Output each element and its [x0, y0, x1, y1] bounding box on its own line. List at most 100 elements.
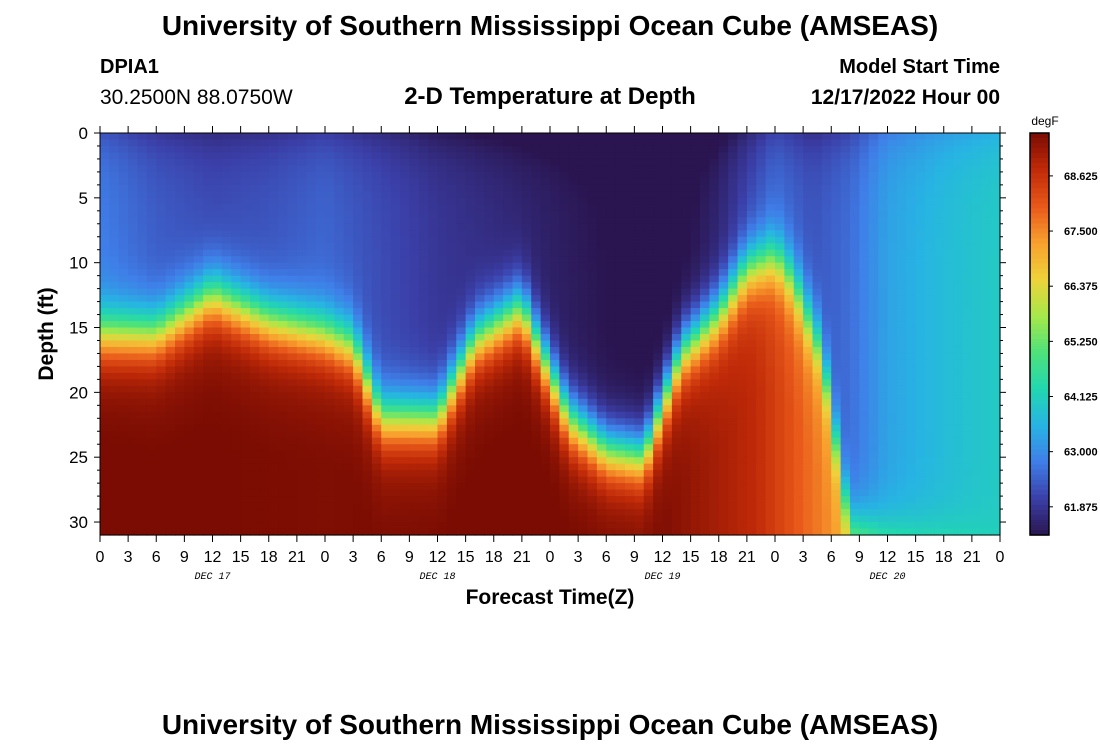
heatmap-cell — [709, 165, 720, 173]
heatmap-cell — [146, 353, 157, 361]
heatmap-cell — [578, 444, 589, 452]
heatmap-cell — [503, 269, 514, 277]
heatmap-cell — [634, 366, 645, 374]
heatmap-cell — [231, 262, 242, 270]
heatmap-cell — [250, 133, 260, 141]
heatmap-cell — [437, 359, 448, 368]
heatmap-cell — [700, 359, 710, 368]
heatmap-cell — [587, 489, 598, 497]
heatmap-cell — [221, 288, 232, 296]
heatmap-cell — [221, 230, 232, 238]
heatmap-cell — [362, 346, 373, 355]
heatmap-cell — [371, 210, 382, 218]
heatmap-cell — [371, 444, 382, 452]
heatmap-cell — [812, 139, 823, 147]
heatmap-cell — [681, 184, 692, 192]
heatmap-cell — [315, 392, 326, 400]
heatmap-cell — [428, 502, 439, 510]
heatmap-cell — [409, 515, 420, 523]
heatmap-cell — [212, 295, 223, 303]
heatmap-cell — [409, 197, 420, 205]
heatmap-cell — [709, 457, 720, 465]
heatmap-cell — [756, 236, 767, 244]
heatmap-cell — [521, 463, 532, 471]
heatmap-cell — [709, 327, 720, 335]
heatmap-cell — [578, 152, 589, 160]
heatmap-cell — [803, 295, 814, 303]
heatmap-cell — [371, 424, 382, 432]
heatmap-cell — [503, 398, 514, 406]
heatmap-cell — [671, 334, 682, 342]
heatmap-cell — [718, 178, 729, 186]
heatmap-cell — [175, 158, 185, 167]
heatmap-cell — [146, 184, 157, 192]
heatmap-cell — [578, 165, 589, 173]
heatmap-cell — [212, 262, 223, 270]
heatmap-cell — [596, 522, 607, 530]
heatmap-cell — [146, 366, 157, 374]
heatmap-cell — [428, 392, 439, 400]
heatmap-cell — [240, 191, 251, 199]
heatmap-cell — [737, 418, 748, 426]
heatmap-cell — [175, 236, 185, 244]
heatmap-cell — [550, 366, 560, 374]
heatmap-cell — [596, 431, 607, 439]
heatmap-cell — [212, 366, 223, 374]
heatmap-cell — [503, 236, 514, 244]
heatmap-cell — [146, 509, 157, 517]
heatmap-cell — [756, 489, 767, 497]
heatmap-cell — [465, 515, 476, 523]
heatmap-cell — [606, 314, 617, 322]
heatmap-cell — [662, 327, 673, 335]
heatmap-cell — [428, 217, 439, 225]
heatmap-cell — [212, 269, 223, 277]
heatmap-cell — [728, 204, 739, 212]
heatmap-cell — [653, 502, 664, 510]
heatmap-cell — [268, 327, 279, 335]
heatmap-cell — [531, 152, 542, 160]
heatmap-cell — [568, 282, 579, 290]
heatmap-cell — [831, 392, 842, 400]
heatmap-cell — [446, 379, 457, 387]
heatmap-cell — [784, 509, 795, 517]
heatmap-cell — [840, 450, 851, 458]
heatmap-cell — [175, 249, 185, 257]
heatmap-cell — [456, 133, 467, 141]
heatmap-cell — [268, 314, 279, 322]
heatmap-cell — [812, 230, 823, 238]
heatmap-cell — [428, 424, 439, 432]
heatmap-cell — [100, 171, 110, 179]
heatmap-cell — [840, 418, 851, 426]
heatmap-cell — [418, 437, 429, 445]
heatmap-cell — [831, 191, 842, 199]
heatmap-cell — [193, 171, 204, 179]
heatmap-cell — [746, 340, 757, 348]
heatmap-cell — [287, 217, 298, 225]
heatmap-cell — [334, 165, 345, 173]
heatmap-cell — [456, 204, 467, 212]
heatmap-cell — [296, 204, 307, 212]
heatmap-cell — [634, 346, 645, 355]
heatmap-cell — [100, 522, 110, 530]
heatmap-cell — [250, 385, 260, 393]
heatmap-cell — [165, 522, 176, 530]
plot-title: 2-D Temperature at Depth — [404, 83, 696, 110]
heatmap-cell — [709, 385, 720, 393]
heatmap-cell — [821, 379, 832, 387]
heatmap-cell — [165, 340, 176, 348]
heatmap-cell — [437, 262, 448, 270]
heatmap-cell — [250, 515, 260, 523]
heatmap-cell — [662, 301, 673, 309]
heatmap-cell — [503, 184, 514, 192]
heatmap-cell — [521, 483, 532, 491]
heatmap-cell — [400, 171, 410, 179]
heatmap-cell — [334, 334, 345, 342]
heatmap-cell — [587, 223, 598, 231]
heatmap-cell — [203, 282, 214, 290]
heatmap-cell — [456, 184, 467, 192]
heatmap-cell — [803, 496, 814, 504]
heatmap-cell — [606, 223, 617, 231]
heatmap-cell — [268, 269, 279, 277]
heatmap-cell — [793, 450, 804, 458]
heatmap-cell — [531, 301, 542, 309]
